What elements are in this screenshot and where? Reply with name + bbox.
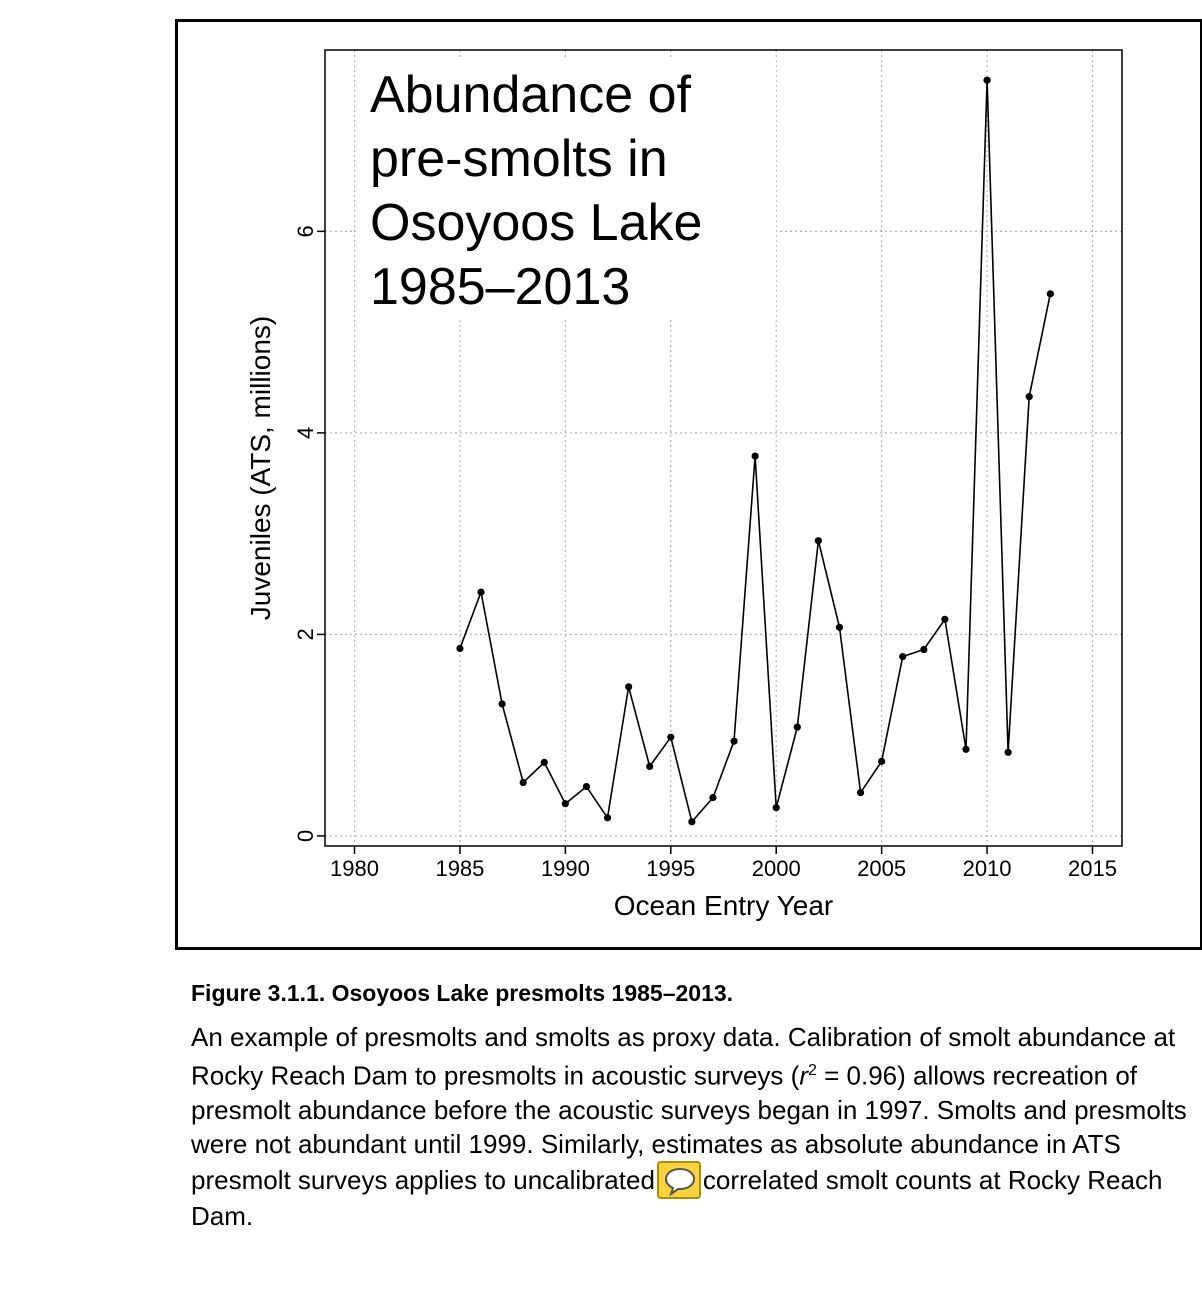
data-point [941, 615, 949, 623]
data-point [1025, 393, 1033, 401]
data-point [709, 794, 717, 802]
x-tick-label: 2005 [857, 856, 906, 881]
x-tick-label: 2010 [963, 856, 1012, 881]
chart-title-line: pre-smolts in [370, 130, 668, 188]
data-point [983, 76, 991, 84]
data-point [1046, 290, 1054, 298]
data-point [561, 800, 569, 808]
data-point [751, 452, 759, 460]
data-point [878, 757, 886, 765]
data-point [498, 700, 506, 708]
plot-area [324, 49, 1123, 847]
r-symbol: r [799, 1060, 808, 1091]
data-point [730, 737, 738, 745]
y-tick-label: 6 [293, 225, 318, 237]
data-point [625, 683, 633, 691]
figure-caption-body: An example of presmolts and smolts as pr… [191, 1020, 1191, 1233]
title-background [356, 58, 776, 320]
data-point [667, 733, 675, 741]
data-point [793, 723, 801, 731]
series [456, 76, 1054, 826]
data-point [856, 788, 865, 797]
data-point [582, 782, 591, 791]
caption-text-1: An example of presmolts and smolts as pr… [191, 1022, 1176, 1091]
data-point [540, 758, 548, 766]
data-point [814, 537, 822, 545]
caption-text-2: = 0.96) allows recreation of presmolt ab… [191, 1060, 1187, 1195]
x-tick-label: 2015 [1068, 856, 1117, 881]
data-point [962, 745, 970, 753]
comment-icon[interactable] [656, 1160, 701, 1199]
data-point [899, 652, 907, 661]
data-point [477, 588, 485, 596]
y-axis-label: Juveniles (ATS, millions) [245, 316, 276, 620]
data-point [456, 644, 464, 653]
axis-ticks: 1980 1985 1990 1995 2000 2005 2010 2015 0 2 4 6 [293, 225, 1117, 881]
x-axis-label: Ocean Entry Year [614, 890, 833, 921]
data-point [688, 818, 696, 826]
data-point [920, 645, 928, 654]
chart-title-line: 1985–2013 [370, 258, 630, 316]
figure-caption-title: Figure 3.1.1. Osoyoos Lake presmolts 198… [191, 980, 734, 1006]
data-point [835, 623, 844, 631]
plot-border [324, 49, 1123, 847]
chart-title-line: Abundance of [370, 66, 691, 124]
data-point [519, 778, 527, 787]
x-tick-label: 2000 [752, 856, 801, 881]
r-exponent: 2 [807, 1062, 817, 1079]
data-point [603, 814, 612, 822]
y-tick-label: 2 [293, 628, 318, 640]
x-tick-label: 1980 [330, 856, 379, 881]
chart-title-line: Osoyoos Lake [370, 194, 702, 252]
figure-frame: 1980 1985 1990 1995 2000 2005 2010 2015 0 2 4 6 Abu… [175, 19, 1202, 950]
x-tick-label: 1990 [541, 856, 590, 881]
data-point [646, 762, 654, 771]
caption-text-3: correlated smolt counts at Rocky Reach D… [191, 1164, 1163, 1231]
x-tick-label: 1985 [435, 856, 484, 881]
chart: 1980 1985 1990 1995 2000 2005 2010 2015 0 2 4 6 Abu… [245, 49, 1123, 921]
chart-title: Abundance of pre-smolts in Osoyoos Lake 198… [370, 66, 702, 316]
data-point [772, 804, 780, 812]
x-tick-label: 1995 [646, 856, 695, 881]
data-point [1004, 748, 1012, 756]
y-tick-label: 0 [293, 830, 318, 842]
y-tick-label: 4 [293, 427, 318, 439]
